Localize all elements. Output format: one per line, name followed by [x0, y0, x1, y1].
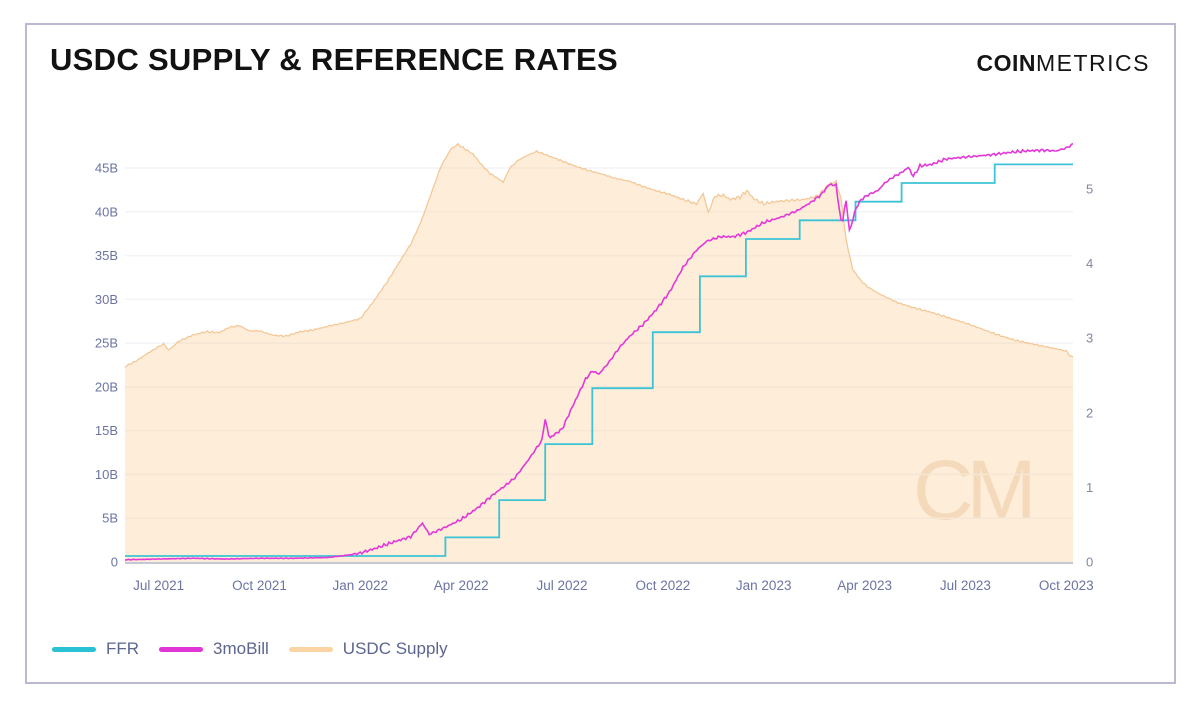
right-tick-label: 4 — [1086, 256, 1093, 271]
x-tick-label: Apr 2023 — [837, 578, 892, 593]
ffr-swatch-icon — [52, 646, 96, 652]
left-tick-label: 10B — [95, 467, 118, 482]
left-axis-labels: 0 5B 10B 15B 20B 25B 30B 35B 40B 45B — [95, 161, 118, 570]
usdc-supply-edge — [124, 142, 1074, 368]
left-tick-label: 45B — [95, 161, 118, 176]
x-tick-label: Oct 2023 — [1039, 578, 1094, 593]
x-tick-label: Jul 2021 — [133, 578, 184, 593]
left-tick-label: 40B — [95, 204, 118, 219]
legend-item-usdc-supply[interactable]: USDC Supply — [288, 639, 448, 659]
legend-label-ffr: FFR — [106, 639, 140, 658]
logo-coin: COIN — [976, 50, 1036, 76]
left-tick-label: 15B — [95, 423, 118, 438]
x-tick-label: Jul 2023 — [940, 578, 991, 593]
ffr-line — [125, 163, 1073, 557]
supply-swatch-icon — [288, 646, 333, 652]
page-title: USDC SUPPLY & REFERENCE RATES — [50, 42, 618, 77]
right-tick-label: 0 — [1086, 555, 1093, 570]
chart-legend: FFR 3moBill USDC Supply — [52, 639, 448, 659]
left-tick-label: 30B — [95, 292, 118, 307]
x-tick-label: Jan 2023 — [736, 578, 792, 593]
coinmetrics-logo: COINMETRICS — [977, 50, 1151, 77]
bill-swatch-icon — [159, 646, 204, 652]
x-tick-label: Apr 2022 — [434, 578, 489, 593]
legend-label-usdc-supply: USDC Supply — [342, 639, 448, 658]
right-tick-label: 5 — [1086, 182, 1093, 197]
left-tick-label: 5B — [102, 511, 118, 526]
right-axis-labels: 0 1 2 3 4 5 — [1086, 182, 1093, 570]
right-tick-label: 3 — [1086, 331, 1093, 346]
left-tick-label: 20B — [95, 379, 118, 394]
x-tick-label: Oct 2021 — [232, 578, 287, 593]
bill-line — [125, 142, 1074, 561]
chart-card — [25, 23, 1176, 684]
left-tick-label: 35B — [95, 248, 118, 263]
x-tick-label: Jan 2022 — [333, 578, 389, 593]
logo-metrics: METRICS — [1036, 50, 1150, 76]
x-tick-label: Jul 2022 — [536, 578, 587, 593]
legend-label-3mobill: 3moBill — [213, 639, 269, 658]
legend-item-ffr[interactable]: FFR — [52, 639, 139, 659]
usdc-supply-area — [125, 143, 1073, 562]
gridlines — [125, 167, 1073, 519]
right-tick-label: 1 — [1086, 480, 1093, 495]
legend-item-3mobill[interactable]: 3moBill — [159, 639, 269, 659]
x-axis-labels: Jul 2021 Oct 2021 Jan 2022 Apr 2022 Jul 2022… — [133, 578, 1094, 593]
left-tick-label: 0 — [111, 555, 118, 570]
right-tick-label: 2 — [1086, 405, 1093, 420]
x-tick-label: Oct 2022 — [636, 578, 691, 593]
left-tick-label: 25B — [95, 336, 118, 351]
